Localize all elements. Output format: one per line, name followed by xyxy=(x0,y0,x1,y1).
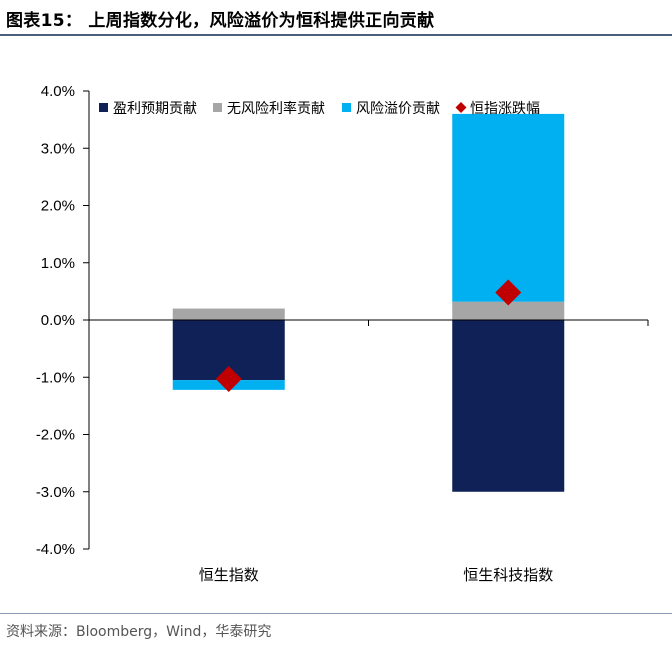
legend-label: 风险溢价贡献 xyxy=(356,101,440,117)
legend-swatch xyxy=(213,103,222,112)
stacked-bar-chart: -4.0% -3.0% -2.0% -1.0% 0.0% 1.0% 2.0% 3.0% 4.0%… xyxy=(36,83,649,584)
y-tick-label: 3.0% xyxy=(41,140,75,157)
bar-segment xyxy=(452,301,565,320)
legend-label: 无风险利率贡献 xyxy=(227,100,325,117)
legend-label: 恒指涨跌幅 xyxy=(470,101,540,117)
y-tick-label: -4.0% xyxy=(36,541,75,558)
bar-segment xyxy=(172,308,285,320)
y-tick-label: -1.0% xyxy=(36,369,75,386)
legend-swatch xyxy=(99,103,108,112)
y-tick-label: -2.0% xyxy=(36,427,75,444)
source-note: 资料来源：Bloomberg，Wind，华泰研究 xyxy=(6,624,272,640)
x-category-label: 恒生科技指数 xyxy=(463,566,553,584)
legend-label: 盈利预期贡献 xyxy=(113,101,197,117)
y-tick-label: 2.0% xyxy=(41,198,75,215)
x-category-label: 恒生指数 xyxy=(199,566,259,584)
y-tick-label: -3.0% xyxy=(36,484,75,501)
y-tick-label: 0.0% xyxy=(41,312,75,329)
y-tick-label: 1.0% xyxy=(41,255,75,272)
index-change-marker xyxy=(495,279,522,306)
source-divider xyxy=(0,613,672,614)
legend-swatch xyxy=(455,102,467,113)
legend-swatch xyxy=(342,103,351,112)
bar-segment xyxy=(452,320,565,492)
title-divider xyxy=(0,34,672,36)
index-change-marker xyxy=(215,365,242,392)
y-tick-label: 4.0% xyxy=(41,83,75,100)
figure-title: 图表15： 上周指数分化，风险溢价为恒科提供正向贡献 xyxy=(6,11,435,31)
bar-segment xyxy=(452,113,565,302)
